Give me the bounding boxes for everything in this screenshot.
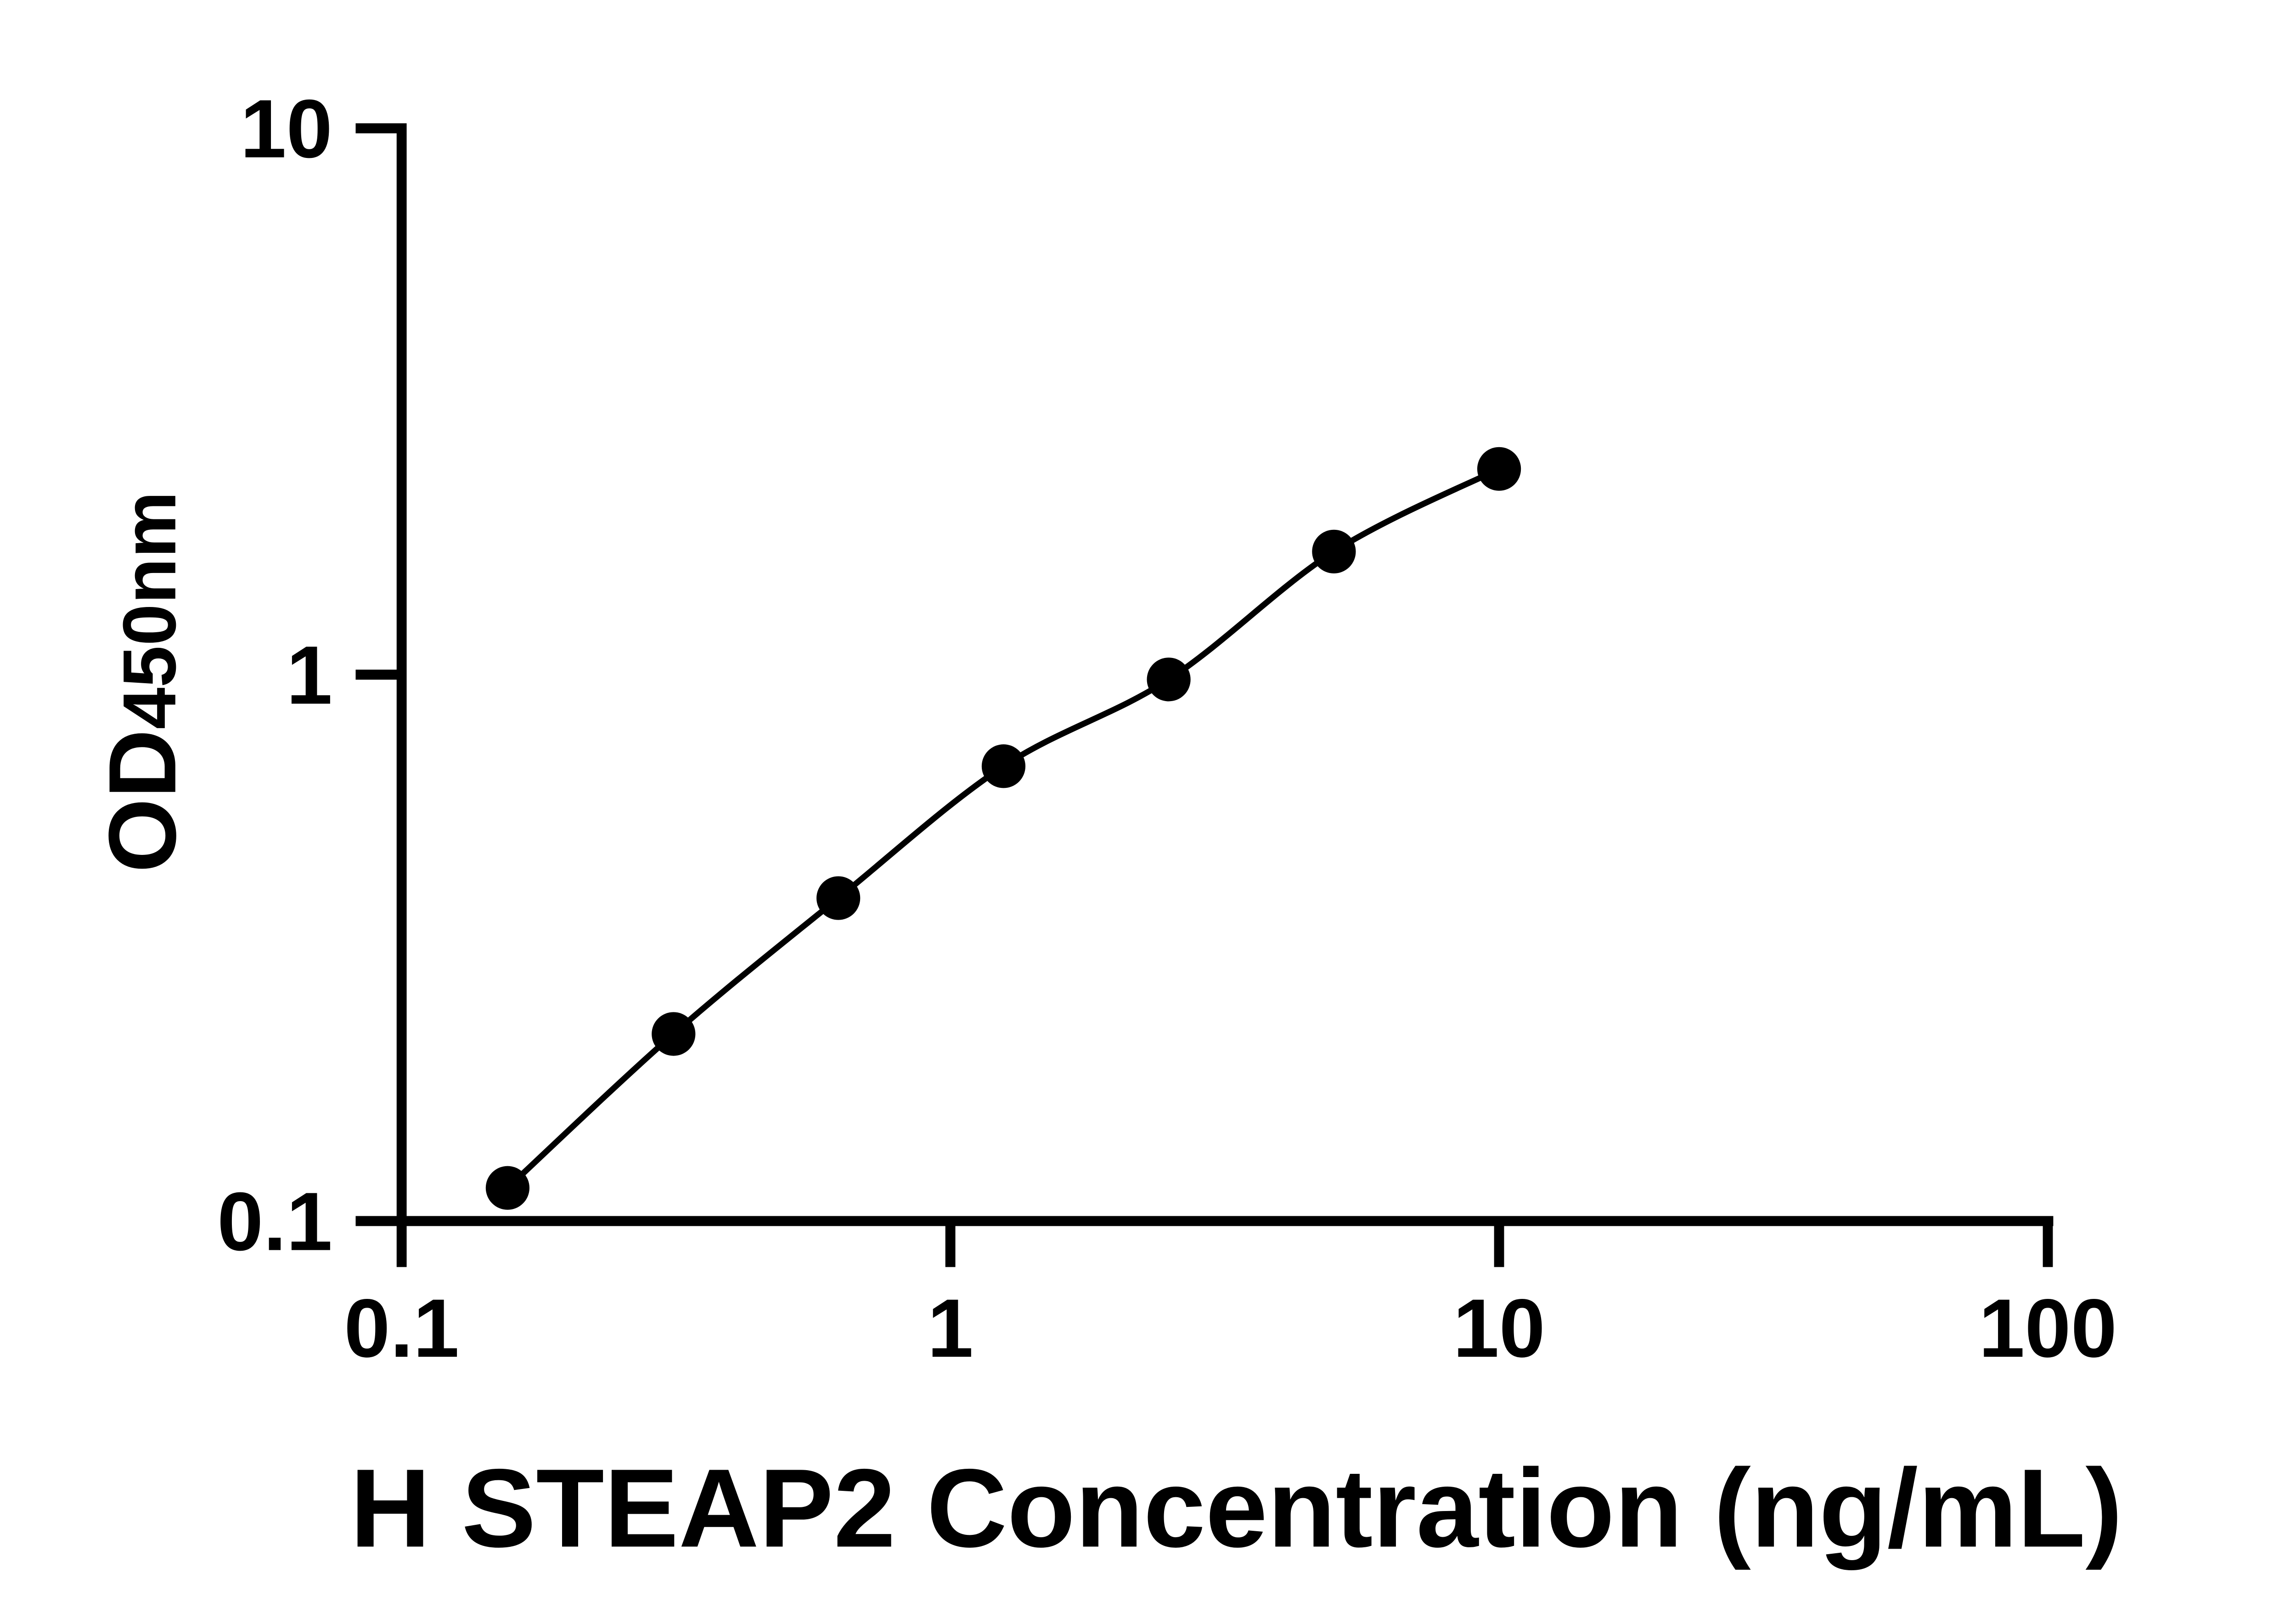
y-axis-title-main: OD <box>89 729 196 872</box>
data-point-3 <box>816 876 861 920</box>
data-point-1 <box>485 1166 530 1210</box>
y-tick-label-10: 10 <box>240 83 332 175</box>
data-point-2 <box>652 1012 696 1056</box>
x-axis-title: H STEAP2 Concentration (ng/mL) <box>350 1446 2122 1571</box>
x-tick-label-10: 10 <box>1453 1282 1545 1375</box>
tick-label-layer: 0.1 1 10 0.1 1 10 100 <box>217 83 2117 1375</box>
data-point-7 <box>1477 447 1521 491</box>
x-tick-label-1: 1 <box>927 1282 973 1375</box>
y-tick-label-0.1: 0.1 <box>217 1176 332 1268</box>
x-tick-label-100: 100 <box>1979 1282 2117 1375</box>
y-tick-label-1: 1 <box>287 629 332 722</box>
y-axis-title: OD450nm <box>89 491 196 873</box>
y-axis-title-subscript: 450nm <box>107 491 191 729</box>
series-layer <box>485 447 1521 1210</box>
tick-layer <box>355 123 2053 1267</box>
standard-curve-line <box>504 466 1503 1191</box>
data-point-5 <box>1147 657 1191 702</box>
data-point-4 <box>981 744 1026 788</box>
data-point-6 <box>1312 529 1356 573</box>
x-tick-label-0.1: 0.1 <box>344 1282 459 1375</box>
